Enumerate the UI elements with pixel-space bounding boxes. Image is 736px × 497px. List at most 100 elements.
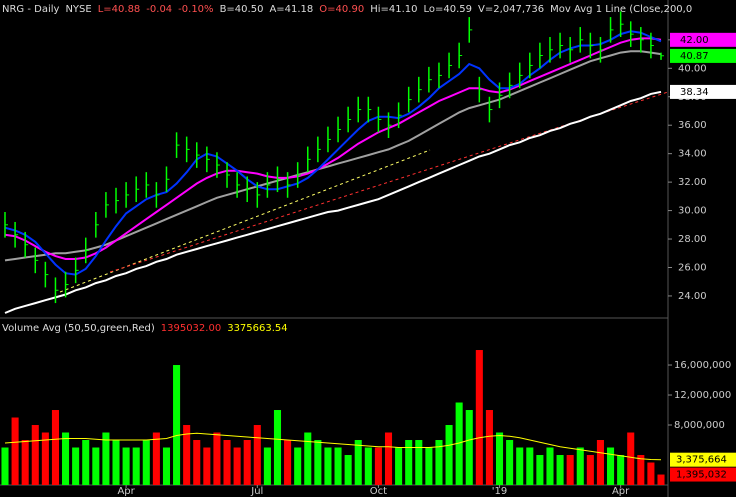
- volume-bar: [223, 440, 231, 485]
- volume-bar: [435, 440, 443, 485]
- volume-bar: [647, 462, 655, 485]
- volume-bar: [627, 432, 635, 485]
- volume-bar: [173, 365, 181, 485]
- volume-bar: [152, 432, 160, 485]
- y-tick-label: 8,000,000: [674, 420, 725, 431]
- y-tick-label: 28.00: [678, 234, 707, 245]
- volume-bar: [475, 350, 483, 485]
- x-tick-label: Apr: [117, 486, 135, 497]
- header-item: O=40.90: [319, 4, 364, 15]
- volume-bar: [284, 440, 292, 485]
- volume-bar: [576, 447, 584, 485]
- volume-bar: [556, 455, 564, 485]
- volume-bar: [395, 447, 403, 485]
- volume-bar: [617, 455, 625, 485]
- header-item: Mov Avg 1 Line (Close,200,0: [550, 4, 692, 15]
- volume-bar: [263, 447, 271, 485]
- volume-bar: [183, 425, 191, 485]
- volume-bar: [314, 440, 322, 485]
- moving-average: [4, 37, 662, 260]
- moving-average: [4, 90, 662, 314]
- x-tick-label: Apr: [612, 486, 630, 497]
- volume-label-box: [670, 452, 736, 467]
- x-tick-label: '19: [492, 486, 507, 497]
- volume-bar: [536, 455, 544, 485]
- volume-bar: [72, 447, 80, 485]
- header-item: V=2,047,736: [478, 4, 544, 15]
- volume-bar: [102, 432, 110, 485]
- volume-average: [4, 432, 662, 461]
- volume-bar: [344, 455, 352, 485]
- y-tick-label: 26.00: [678, 262, 707, 273]
- price-label-box: [670, 48, 736, 63]
- volume-bar: [405, 440, 413, 485]
- volume-bar: [203, 447, 211, 485]
- volume-bar: [485, 410, 493, 485]
- y-tick-label: 34.00: [678, 149, 707, 160]
- volume-bar: [62, 432, 70, 485]
- y-tick-label: 36.00: [678, 120, 707, 131]
- x-tick-label: Jul: [250, 486, 263, 497]
- volume-bar: [607, 447, 615, 485]
- volume-bar: [31, 425, 39, 485]
- header-item: -0.10%: [178, 4, 213, 15]
- volume-bar: [41, 432, 49, 485]
- header: NRG - Daily NYSE L=40.88 -0.04 -0.10% B=40.50…: [2, 4, 692, 15]
- volume-bar: [324, 447, 332, 485]
- price-label-box: [670, 84, 736, 99]
- volume-bar: [21, 440, 29, 485]
- y-tick-label: 30.00: [678, 206, 707, 217]
- volume-bar: [384, 432, 393, 485]
- header-item: L=40.88: [98, 4, 141, 15]
- volume-bar: [304, 432, 312, 485]
- volume-bar: [526, 447, 534, 485]
- volume-bar: [495, 432, 504, 485]
- header-item: Volume Avg (50,50,green,Red): [2, 323, 155, 334]
- volume-bar: [445, 425, 453, 485]
- volume-bar: [455, 402, 463, 485]
- volume-bar: [465, 410, 473, 485]
- price-label: 38.34: [680, 87, 709, 98]
- y-tick-label: 40.00: [678, 63, 707, 74]
- y-tick-label: 32.00: [678, 177, 707, 188]
- header-item: 1395032.00: [161, 323, 221, 334]
- volume-bar: [506, 440, 514, 485]
- x-tick-label: Oct: [370, 486, 387, 497]
- volume-bar: [162, 447, 171, 485]
- header: Volume Avg (50,50,green,Red) 1395032.00 33…: [2, 323, 288, 334]
- volume-bar: [253, 425, 261, 485]
- volume-bar: [637, 455, 645, 485]
- price-label-box: [670, 32, 736, 47]
- volume-label: 3,375,664: [676, 455, 727, 466]
- volume-bar: [92, 447, 100, 485]
- volume-bar: [354, 440, 362, 485]
- moving-average: [4, 30, 662, 276]
- volume-bar: [233, 447, 241, 485]
- volume-bar: [364, 447, 372, 485]
- volume-label-box: [670, 467, 736, 482]
- price-label: 42.00: [680, 35, 709, 46]
- volume-bar: [566, 455, 574, 485]
- volume-bar: [51, 410, 59, 485]
- price-label: 40.87: [680, 51, 709, 62]
- volume-bar: [11, 417, 19, 485]
- volume-bar: [546, 447, 554, 485]
- volume-bar: [516, 447, 524, 485]
- volume-bar: [596, 440, 604, 485]
- volume-bar: [243, 440, 251, 485]
- volume-bar: [122, 447, 130, 485]
- header-item: 3375663.54: [227, 323, 287, 334]
- header-item: A=41.18: [269, 4, 313, 15]
- volume-bar: [112, 440, 120, 485]
- volume-bar: [193, 440, 201, 485]
- header-item: Hi=41.10: [370, 4, 417, 15]
- volume-bar: [273, 410, 282, 485]
- header-item: B=40.50: [220, 4, 264, 15]
- volume-bar: [586, 455, 594, 485]
- volume-bar: [213, 432, 221, 485]
- volume-bar: [132, 447, 140, 485]
- volume-bar: [294, 447, 302, 485]
